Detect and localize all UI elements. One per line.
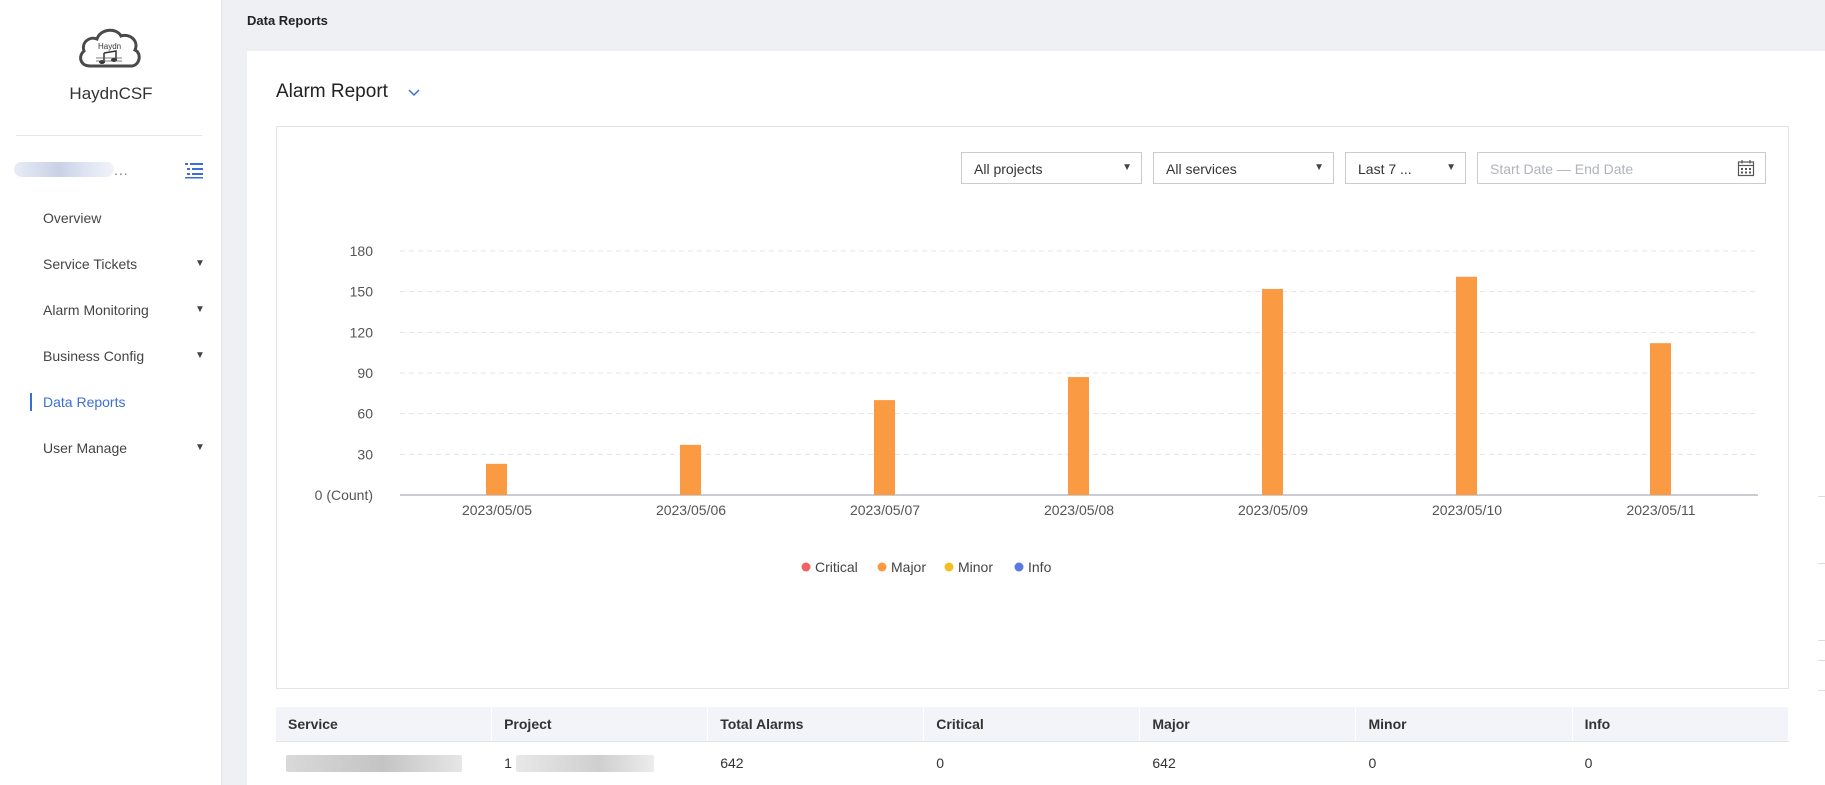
table-header: Service Project Total Alarms Critical Ma… <box>276 707 1789 742</box>
user-switcher[interactable]: ... <box>14 159 208 183</box>
sidebar-item-service-tickets[interactable]: Service Tickets ▼ <box>0 246 222 292</box>
alarm-bar-chart: 0 (Count) 30 60 90 120 150 180 2023/05/05 2023/0… <box>315 243 1758 575</box>
sidebar-divider <box>16 135 202 136</box>
project-select[interactable]: All projects ▼ <box>961 152 1142 184</box>
minor-cell: 0 <box>1368 755 1377 771</box>
major-cell: 642 <box>1152 755 1176 771</box>
sidebar-item-user-manage[interactable]: User Manage ▼ <box>0 430 222 476</box>
time-range-select[interactable]: Last 7 ... ▼ <box>1345 152 1466 184</box>
edge-divider <box>1818 690 1825 691</box>
brand-name: HaydnCSF <box>69 84 153 103</box>
report-title[interactable]: Alarm Report <box>276 81 388 102</box>
sidebar-item-label: Overview <box>43 210 102 226</box>
sidebar-item-label: Alarm Monitoring <box>43 302 149 318</box>
alarm-table: Service Project Total Alarms Critical Ma… <box>276 707 1789 782</box>
user-name-redacted <box>14 162 114 177</box>
project-name-redacted <box>516 755 655 772</box>
haydn-logo-icon: Haydn <box>79 28 141 68</box>
caret-down-icon: ▼ <box>195 304 205 315</box>
time-range-value: Last 7 ... <box>1358 161 1412 177</box>
list-menu-icon[interactable] <box>184 160 204 180</box>
legend-label: Info <box>1028 559 1052 575</box>
legend-dot <box>944 562 954 572</box>
sidebar: Haydn HaydnCSF ... Overview Service Tick… <box>0 0 222 785</box>
caret-down-icon: ▼ <box>1122 162 1132 173</box>
legend-label: Critical <box>815 559 858 575</box>
column-header[interactable]: Major <box>1140 707 1357 741</box>
legend-label: Minor <box>958 559 993 575</box>
caret-down-icon: ▼ <box>195 350 205 361</box>
column-header[interactable]: Minor <box>1356 707 1573 741</box>
edge-divider <box>1818 640 1825 641</box>
legend-label: Major <box>891 559 926 575</box>
sidebar-nav: Overview Service Tickets ▼ Alarm Monitor… <box>0 200 222 476</box>
service-select-value: All services <box>1166 161 1237 177</box>
sidebar-item-label: User Manage <box>43 440 128 456</box>
project-select-value: All projects <box>974 161 1043 177</box>
chart-panel: All projects ▼ All services ▼ Last 7 ...… <box>276 126 1789 689</box>
column-header[interactable]: Critical <box>924 707 1141 741</box>
bar-major <box>1650 343 1671 495</box>
x-tick-label: 2023/05/08 <box>1044 502 1114 518</box>
column-header[interactable]: Project <box>492 707 709 741</box>
bar-major <box>874 400 895 495</box>
date-range-picker[interactable]: Start Date — End Date <box>1477 152 1766 184</box>
report-card: Alarm Report All projects ▼ All services… <box>247 51 1825 785</box>
x-tick-label: 2023/05/09 <box>1238 502 1308 518</box>
legend-dot <box>1014 562 1024 572</box>
y-tick-label: 180 <box>350 243 374 259</box>
y-tick-label: 60 <box>357 406 373 422</box>
x-tick-label: 2023/05/11 <box>1626 502 1695 518</box>
user-ellipsis: ... <box>114 162 129 178</box>
service-select[interactable]: All services ▼ <box>1153 152 1334 184</box>
sidebar-item-label: Service Tickets <box>43 256 138 272</box>
total-alarms-cell: 642 <box>720 755 744 771</box>
calendar-icon[interactable] <box>1737 159 1755 177</box>
y-tick-label: 120 <box>350 324 374 340</box>
caret-down-icon: ▼ <box>1314 162 1324 173</box>
y-tick-label: 90 <box>357 365 373 381</box>
bar-major <box>1262 288 1283 495</box>
info-cell: 0 <box>1584 755 1593 771</box>
legend-dot <box>801 562 811 572</box>
sidebar-item-data-reports[interactable]: Data Reports <box>0 384 222 430</box>
y-tick-label: 30 <box>357 446 373 462</box>
edge-divider <box>1818 563 1825 564</box>
table-row[interactable]: 1 642 0 642 0 0 <box>276 742 1789 782</box>
sidebar-item-alarm-monitoring[interactable]: Alarm Monitoring ▼ <box>0 292 222 338</box>
sidebar-item-label: Business Config <box>43 348 145 364</box>
breadcrumb: Data Reports <box>247 13 328 28</box>
svg-text:Haydn: Haydn <box>98 42 121 51</box>
sidebar-item-business-config[interactable]: Business Config ▼ <box>0 338 222 384</box>
sidebar-item-label: Data Reports <box>43 394 126 410</box>
critical-cell: 0 <box>936 755 945 771</box>
project-cell: 1 <box>492 742 708 782</box>
project-prefix: 1 <box>504 755 512 771</box>
bar-major <box>1068 377 1089 495</box>
bar-major <box>1456 276 1477 495</box>
bar-major <box>680 444 701 495</box>
column-header[interactable]: Service <box>276 707 493 741</box>
service-cell <box>276 742 492 782</box>
service-name-redacted <box>286 755 462 772</box>
date-range-placeholder: Start Date — End Date <box>1490 161 1634 177</box>
sidebar-item-overview[interactable]: Overview <box>0 200 222 246</box>
x-tick-label: 2023/05/07 <box>850 502 920 518</box>
legend-dot <box>877 562 887 572</box>
y-tick-label: 0 (Count) <box>315 487 373 503</box>
chevron-down-icon[interactable] <box>407 85 421 99</box>
x-tick-label: 2023/05/05 <box>462 502 532 518</box>
column-header[interactable]: Info <box>1573 707 1789 741</box>
bar-major <box>486 463 507 495</box>
caret-down-icon: ▼ <box>195 442 205 453</box>
caret-down-icon: ▼ <box>195 258 205 269</box>
caret-down-icon: ▼ <box>1446 162 1456 173</box>
column-header[interactable]: Total Alarms <box>708 707 925 741</box>
x-tick-label: 2023/05/06 <box>656 502 726 518</box>
edge-divider <box>1818 496 1825 497</box>
edge-divider <box>1818 660 1825 661</box>
x-tick-label: 2023/05/10 <box>1432 502 1502 518</box>
y-tick-label: 150 <box>350 284 374 300</box>
